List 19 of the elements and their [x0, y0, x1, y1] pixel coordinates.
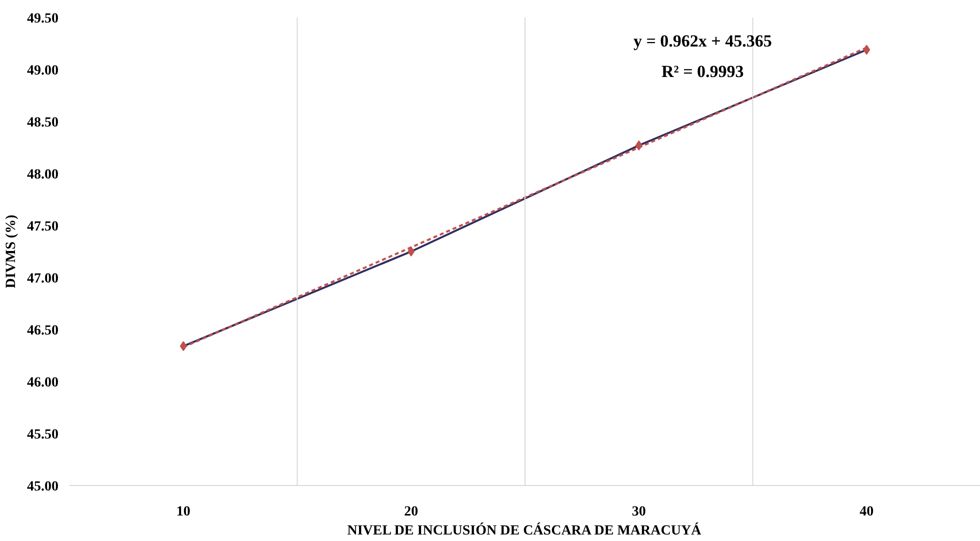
- y-tick-label: 47.00: [27, 272, 58, 286]
- y-tick-label: 48.50: [27, 116, 58, 130]
- y-tick-label: 45.00: [27, 480, 58, 494]
- annotation: R² = 0.9993: [661, 62, 744, 81]
- x-tick-label: 40: [860, 504, 874, 520]
- y-tick-label: 48.00: [27, 168, 58, 182]
- y-axis-title: DIVMS (%): [4, 214, 19, 288]
- x-axis-title: NIVEL DE INCLUSIÓN DE CÁSCARA DE MARACUYÁ: [347, 522, 702, 538]
- x-tick-label: 10: [176, 504, 190, 520]
- y-tick-label: 49.00: [27, 64, 58, 78]
- y-tick-label: 47.50: [27, 220, 58, 234]
- y-tick-label: 46.50: [27, 324, 58, 338]
- point: [408, 246, 415, 256]
- y-tick-label: 49.50: [27, 12, 58, 26]
- x-tick-label: 30: [632, 504, 646, 520]
- x-tick-label: 20: [404, 504, 418, 520]
- y-tick-label: 45.50: [27, 428, 58, 442]
- y-tick-label: 46.00: [27, 376, 58, 390]
- annotation: y = 0.962x + 45.365: [633, 32, 772, 51]
